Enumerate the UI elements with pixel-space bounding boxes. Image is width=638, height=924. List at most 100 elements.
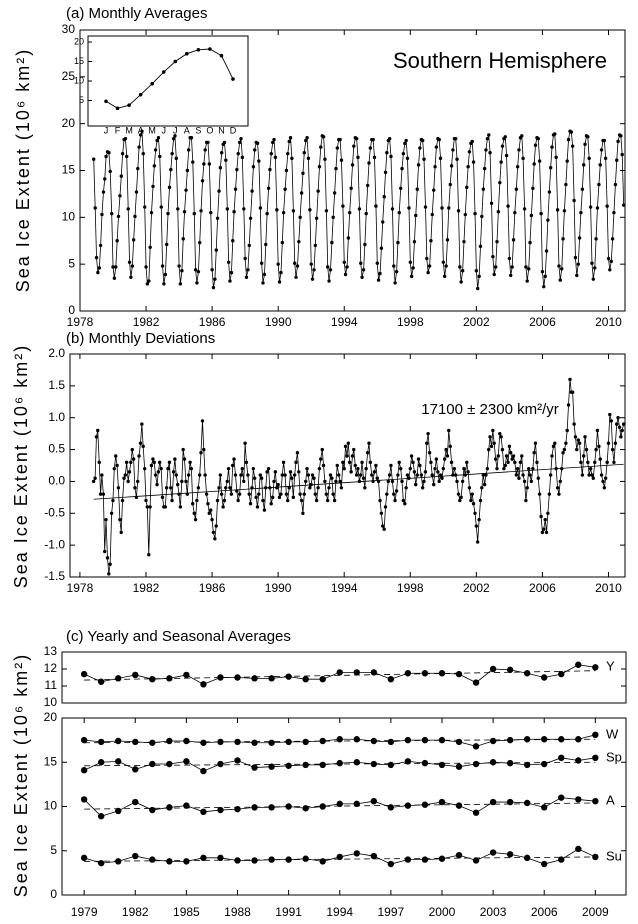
- data-point: [524, 265, 528, 269]
- data-point: [108, 169, 112, 174]
- data-point: [312, 476, 316, 480]
- data-point: [573, 435, 578, 439]
- data-point: [587, 156, 591, 161]
- data-point: [313, 243, 318, 248]
- data-point: [575, 736, 582, 743]
- data-point: [229, 270, 234, 275]
- data-point: [546, 218, 550, 222]
- data-point: [285, 762, 292, 769]
- data-point: [287, 139, 291, 144]
- data-point: [471, 160, 476, 164]
- y-tick-label: -1.0: [44, 537, 65, 551]
- data-point: [262, 272, 267, 277]
- data-point: [411, 460, 415, 465]
- data-point: [463, 212, 467, 217]
- data-point: [404, 802, 412, 809]
- y-tick-label: 5: [68, 256, 75, 270]
- data-point: [540, 269, 545, 274]
- data-point: [498, 431, 502, 436]
- data-point: [569, 130, 574, 134]
- data-point: [448, 444, 452, 449]
- data-point: [93, 476, 97, 480]
- y-tick-label: 25: [62, 69, 76, 83]
- data-point: [264, 242, 268, 247]
- data-point: [506, 759, 514, 767]
- data-point: [275, 486, 279, 490]
- data-point: [225, 479, 229, 484]
- data-point: [302, 151, 306, 155]
- data-point: [517, 476, 521, 480]
- data-point: [144, 265, 148, 269]
- data-point: [478, 244, 483, 249]
- data-point: [336, 759, 343, 767]
- data-point: [427, 451, 432, 455]
- data-point: [438, 798, 446, 806]
- data-point: [132, 766, 139, 773]
- data-point: [380, 524, 385, 528]
- plot-frame: [61, 651, 627, 704]
- data-point: [183, 802, 190, 809]
- data-point: [422, 479, 426, 484]
- data-point: [420, 486, 425, 490]
- data-point: [118, 194, 122, 198]
- data-point: [103, 177, 107, 181]
- data-point: [268, 167, 272, 172]
- data-point: [561, 451, 565, 455]
- data-point: [200, 808, 207, 816]
- data-point: [270, 495, 275, 500]
- data-point: [180, 479, 184, 484]
- data-point: [335, 463, 339, 468]
- data-point: [361, 476, 366, 480]
- data-point: [257, 159, 261, 163]
- x-tick-label: 2002: [463, 315, 490, 329]
- data-point: [338, 137, 342, 142]
- data-point: [132, 798, 139, 806]
- data-point: [489, 759, 497, 766]
- data-point: [429, 239, 433, 243]
- data-point: [523, 799, 531, 807]
- data-point: [342, 260, 346, 264]
- data-point: [202, 162, 206, 166]
- data-point: [268, 856, 275, 863]
- data-point: [423, 470, 428, 474]
- x-tick-label: 2009: [582, 905, 609, 919]
- data-point: [277, 280, 282, 284]
- data-point: [359, 261, 363, 265]
- data-point: [570, 390, 575, 394]
- data-point: [572, 198, 576, 203]
- data-point: [251, 804, 258, 811]
- data-point: [523, 670, 531, 677]
- data-point: [302, 738, 309, 746]
- data-point: [306, 473, 311, 477]
- data-point: [482, 166, 487, 171]
- data-point: [612, 460, 616, 465]
- data-point: [466, 470, 470, 474]
- data-point: [555, 486, 560, 490]
- data-point: [285, 856, 292, 863]
- data-point: [382, 527, 386, 531]
- data-point: [425, 256, 429, 261]
- data-point: [405, 156, 410, 161]
- data-point: [148, 245, 152, 250]
- data-point: [603, 476, 608, 480]
- data-point: [166, 804, 173, 811]
- data-point: [228, 486, 232, 490]
- data-point: [555, 208, 560, 212]
- data-point: [613, 182, 618, 187]
- data-point: [551, 444, 556, 449]
- data-point: [165, 242, 169, 247]
- inset-point: [115, 106, 120, 111]
- data-point: [104, 154, 108, 159]
- data-point: [305, 136, 309, 140]
- x-tick-label: 1994: [331, 581, 358, 595]
- data-point: [319, 858, 326, 865]
- data-point: [192, 511, 196, 515]
- data-point: [189, 136, 194, 140]
- data-point: [319, 676, 326, 683]
- data-point: [308, 486, 312, 490]
- inset-y-tick-label: 15: [74, 56, 84, 66]
- data-point: [403, 141, 407, 146]
- data-point: [175, 482, 180, 487]
- data-point: [277, 495, 282, 500]
- data-point: [595, 206, 600, 210]
